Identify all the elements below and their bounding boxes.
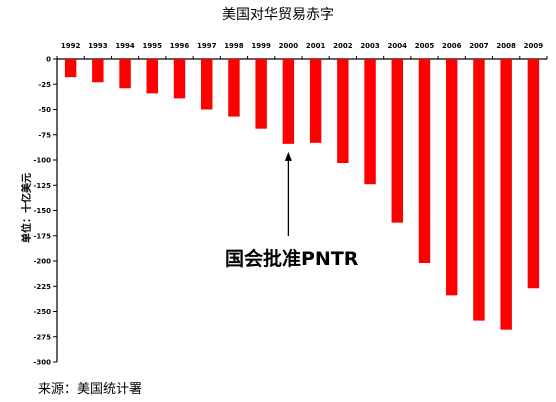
bar-1996 xyxy=(173,59,186,99)
bar-2002 xyxy=(337,59,349,164)
y-tick-label: -125 xyxy=(33,182,51,190)
x-tick-label: 2009 xyxy=(524,42,544,50)
x-tick-label: 1993 xyxy=(88,42,108,50)
y-tick-label: -75 xyxy=(38,131,51,139)
y-tick-label: -300 xyxy=(33,359,51,367)
bar-2003 xyxy=(364,59,376,185)
bar-2008 xyxy=(500,59,512,330)
bar-2004 xyxy=(391,59,403,223)
y-tick-label: -150 xyxy=(33,207,51,215)
y-tick-label: -100 xyxy=(33,157,51,165)
x-tick-label: 2002 xyxy=(333,42,353,50)
x-tick-label: 2004 xyxy=(388,42,408,50)
y-tick-label: -250 xyxy=(33,308,51,316)
x-tick-label: 2000 xyxy=(279,42,299,50)
y-tick-labels: 0 -25 -50 -75 -100 -125 -150 -175 -200 -225 -250 -2… xyxy=(33,56,57,367)
x-tick-label: 2008 xyxy=(496,42,516,50)
x-tick-label: 1992 xyxy=(61,42,81,50)
x-tick-labels: 1992 1993 1994 1995 1996 1997 1998 1999 2000 2001… xyxy=(56,42,548,59)
y-tick-label: -50 xyxy=(38,106,51,114)
bar-2001 xyxy=(309,59,322,143)
x-tick-label: 2001 xyxy=(306,42,326,50)
y-tick-label: -225 xyxy=(33,283,51,291)
bar-1998 xyxy=(228,59,240,117)
x-tick-label: 1994 xyxy=(115,42,135,50)
source-note: 来源：美国统计署 xyxy=(38,382,143,397)
bar-2009 xyxy=(527,59,540,289)
bar-2006 xyxy=(446,59,458,296)
y-tick-label: -275 xyxy=(33,333,51,341)
x-tick-label: 1995 xyxy=(143,42,163,50)
bar-2000 xyxy=(282,59,295,144)
x-tick-label: 2006 xyxy=(442,42,462,50)
annotation-text: 国会批准PNTR xyxy=(225,247,359,270)
arrow-head xyxy=(284,151,292,161)
y-tick-label: 0 xyxy=(46,56,51,64)
bar-1999 xyxy=(255,59,267,129)
x-tick-label: 2007 xyxy=(469,42,489,50)
bar-1997 xyxy=(201,59,213,110)
y-tick-label: -200 xyxy=(33,258,51,266)
x-tick-label: 1999 xyxy=(251,42,271,50)
bars xyxy=(64,59,540,330)
chart-title: 美国对华贸易赤字 xyxy=(222,7,334,23)
bar-1995 xyxy=(146,59,158,94)
bar-1992 xyxy=(64,59,77,78)
bar-2005 xyxy=(418,59,431,264)
x-tick-label: 2003 xyxy=(360,42,380,50)
bar-1994 xyxy=(119,59,131,89)
x-tick-label: 1996 xyxy=(170,42,190,50)
y-tick-label: -25 xyxy=(38,81,51,89)
x-tick-label: 1998 xyxy=(224,42,244,50)
y-tick-label: -175 xyxy=(33,232,51,240)
annotation: 国会批准PNTR xyxy=(225,151,359,270)
bar-2007 xyxy=(473,59,485,321)
bar-1993 xyxy=(92,59,104,83)
y-axis-label: 单位：十亿美元 xyxy=(20,173,33,243)
x-tick-label: 2005 xyxy=(415,42,435,50)
x-tick-label: 1997 xyxy=(197,42,217,50)
